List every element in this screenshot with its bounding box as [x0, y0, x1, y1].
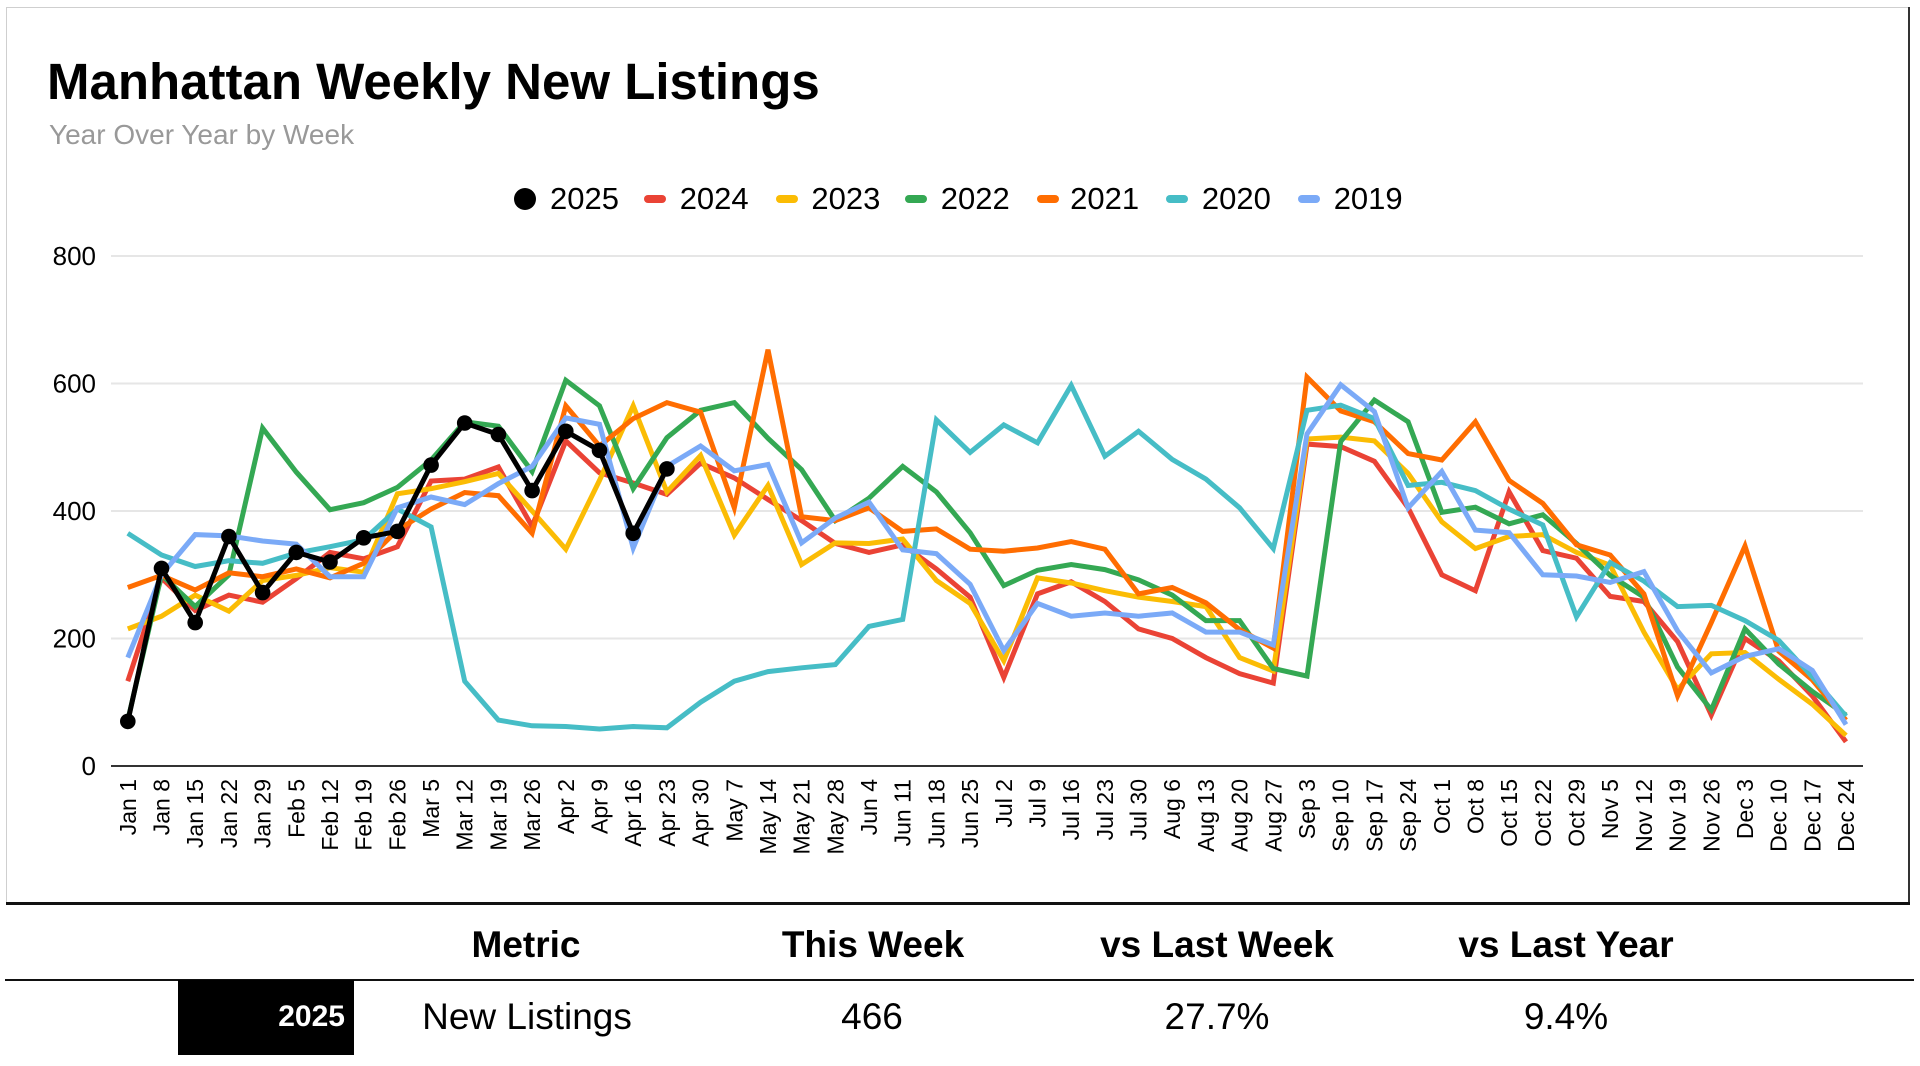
svg-text:Jan 15: Jan 15 — [182, 779, 208, 848]
svg-text:May 7: May 7 — [721, 779, 747, 842]
svg-text:Apr 30: Apr 30 — [688, 779, 714, 847]
svg-text:Oct 1: Oct 1 — [1429, 779, 1455, 834]
svg-text:May 14: May 14 — [755, 779, 781, 855]
svg-text:Mar 26: Mar 26 — [519, 779, 545, 851]
svg-text:400: 400 — [53, 496, 96, 526]
svg-text:Jun 18: Jun 18 — [923, 779, 949, 848]
svg-text:Nov 26: Nov 26 — [1698, 779, 1724, 852]
svg-text:May 28: May 28 — [822, 779, 848, 854]
svg-text:Apr 2: Apr 2 — [553, 779, 579, 834]
svg-text:0: 0 — [82, 751, 96, 781]
svg-text:Feb 5: Feb 5 — [283, 779, 309, 838]
svg-text:Sep 24: Sep 24 — [1395, 779, 1421, 852]
svg-text:Jan 29: Jan 29 — [250, 779, 276, 848]
svg-text:May 21: May 21 — [789, 779, 815, 854]
svg-text:Oct 29: Oct 29 — [1564, 779, 1590, 847]
svg-text:Sep 17: Sep 17 — [1361, 779, 1387, 852]
svg-text:Aug 27: Aug 27 — [1260, 779, 1286, 852]
svg-text:Mar 19: Mar 19 — [485, 779, 511, 851]
svg-text:Jul 30: Jul 30 — [1126, 779, 1152, 840]
svg-text:Feb 19: Feb 19 — [351, 779, 377, 851]
svg-text:Sep 10: Sep 10 — [1328, 779, 1354, 852]
svg-text:Apr 9: Apr 9 — [587, 779, 613, 834]
svg-text:Aug 13: Aug 13 — [1193, 779, 1219, 852]
svg-text:Dec 24: Dec 24 — [1833, 779, 1859, 852]
svg-text:Oct 8: Oct 8 — [1462, 779, 1488, 834]
svg-text:Aug 6: Aug 6 — [1159, 779, 1185, 839]
svg-text:800: 800 — [53, 241, 96, 271]
svg-text:600: 600 — [53, 369, 96, 399]
svg-text:Jan 1: Jan 1 — [115, 779, 141, 835]
svg-text:Aug 20: Aug 20 — [1227, 779, 1253, 852]
svg-text:Mar 12: Mar 12 — [452, 779, 478, 851]
svg-text:Mar 5: Mar 5 — [418, 779, 444, 838]
svg-text:Jun 4: Jun 4 — [856, 779, 882, 835]
svg-text:Jan 22: Jan 22 — [216, 779, 242, 848]
svg-text:Oct 15: Oct 15 — [1496, 779, 1522, 847]
svg-text:Dec 3: Dec 3 — [1732, 779, 1758, 839]
svg-text:Dec 17: Dec 17 — [1799, 779, 1825, 852]
svg-text:Feb 26: Feb 26 — [384, 779, 410, 851]
svg-text:Jun 25: Jun 25 — [957, 779, 983, 848]
svg-text:Jun 11: Jun 11 — [890, 779, 916, 846]
svg-text:Jul 2: Jul 2 — [991, 779, 1017, 828]
svg-text:Nov 19: Nov 19 — [1665, 779, 1691, 852]
svg-text:Nov 5: Nov 5 — [1597, 779, 1623, 839]
svg-text:Jan 8: Jan 8 — [149, 779, 175, 835]
svg-text:200: 200 — [53, 624, 96, 654]
svg-text:Jul 23: Jul 23 — [1092, 779, 1118, 840]
svg-text:Dec 10: Dec 10 — [1766, 779, 1792, 852]
svg-text:Jul 9: Jul 9 — [1025, 779, 1051, 828]
svg-text:Sep 3: Sep 3 — [1294, 779, 1320, 839]
svg-text:Oct 22: Oct 22 — [1530, 779, 1556, 847]
svg-text:Nov 12: Nov 12 — [1631, 779, 1657, 852]
svg-text:Feb 12: Feb 12 — [317, 779, 343, 851]
svg-text:Apr 23: Apr 23 — [654, 779, 680, 847]
svg-text:Jul 16: Jul 16 — [1058, 779, 1084, 840]
svg-text:Apr 16: Apr 16 — [620, 779, 646, 847]
